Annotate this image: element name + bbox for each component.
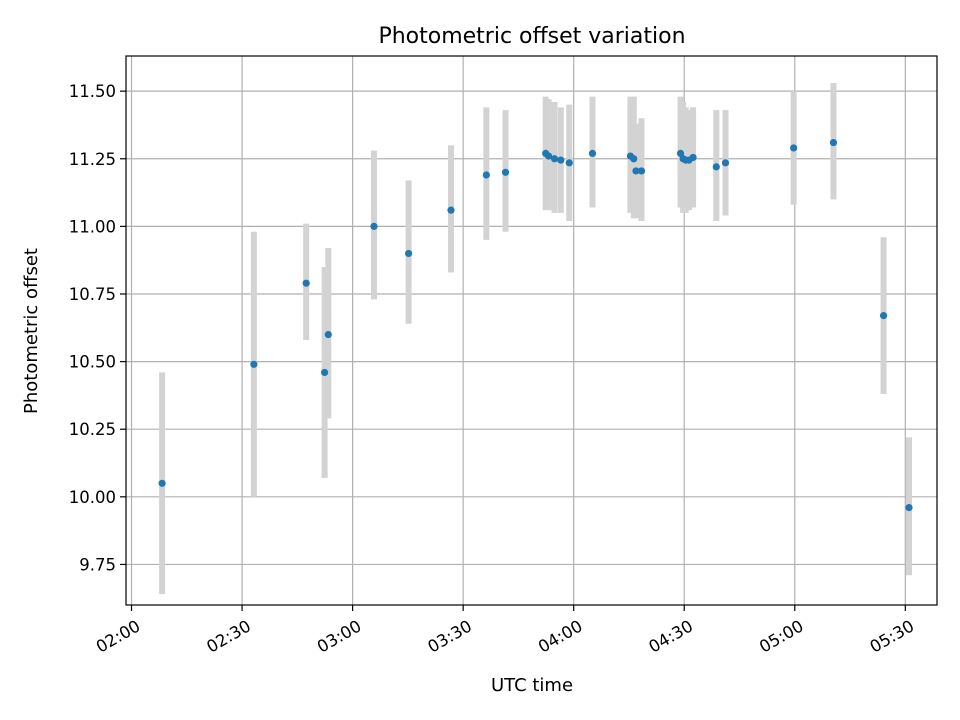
data-point (447, 206, 455, 214)
y-tick-label: 10.75 (69, 285, 116, 304)
y-axis-ticks: 9.75 10.00 10.25 10.50 10.75 11.00 11.25 11.50 (69, 82, 126, 574)
data-point (712, 163, 720, 171)
data-point (721, 159, 730, 167)
x-tick-label: 05:00 (756, 616, 807, 656)
data-point (565, 159, 573, 167)
chart-title: Photometric offset variation (378, 24, 685, 49)
x-tick-label: 04:30 (646, 616, 697, 656)
x-tick-label: 03:30 (424, 616, 475, 656)
x-axis-label: UTC time (491, 675, 573, 696)
y-axis-label: Photometric offset (21, 248, 42, 414)
data-point (557, 156, 565, 164)
data-points (158, 138, 913, 512)
data-point (250, 360, 258, 368)
x-tick-label: 02:00 (93, 616, 144, 656)
data-point (405, 249, 413, 258)
data-point (637, 167, 646, 175)
data-point (324, 330, 332, 339)
y-tick-label: 9.75 (79, 555, 116, 574)
data-point (321, 368, 329, 377)
data-point (545, 152, 553, 160)
y-tick-label: 10.00 (69, 488, 116, 507)
data-point (790, 144, 798, 152)
data-point (302, 279, 310, 287)
y-tick-label: 10.25 (69, 420, 116, 439)
data-point (905, 504, 913, 512)
data-point (689, 153, 697, 162)
data-point (829, 138, 838, 147)
data-point (632, 167, 640, 175)
data-point (501, 168, 510, 176)
x-tick-label: 04:00 (535, 616, 586, 656)
x-axis-ticks: 02:00 02:30 03:00 03:30 04:00 04:30 05:00 05:30 (93, 605, 917, 657)
plot-frame (125, 55, 938, 606)
y-tick-label: 11.00 (69, 217, 116, 236)
x-tick-label: 03:00 (314, 616, 365, 656)
data-point (158, 479, 166, 487)
y-tick-label: 11.50 (69, 82, 116, 101)
y-tick-label: 10.50 (69, 353, 116, 372)
error-bars (159, 83, 912, 595)
data-point (482, 171, 490, 179)
data-point (630, 155, 638, 163)
x-tick-label: 05:30 (867, 616, 918, 656)
data-point (370, 222, 378, 230)
data-point (676, 149, 685, 157)
data-point (588, 149, 597, 157)
x-tick-label: 02:30 (203, 616, 254, 656)
grid (126, 56, 937, 605)
y-tick-label: 11.25 (69, 150, 116, 169)
data-point (550, 155, 559, 163)
data-point (879, 312, 888, 320)
